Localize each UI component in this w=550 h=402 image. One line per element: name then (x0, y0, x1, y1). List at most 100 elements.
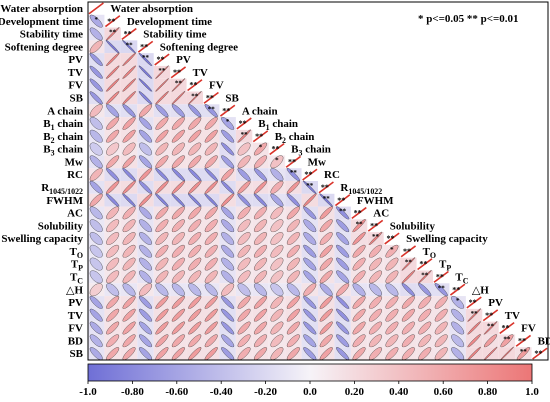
correlation-ellipse (286, 206, 300, 220)
diagonal-significance: ** (272, 145, 280, 154)
correlation-ellipse (122, 219, 136, 233)
correlation-ellipse (89, 65, 103, 79)
significance-mark: * (390, 246, 394, 254)
correlation-ellipse (155, 116, 169, 130)
significance-mark: ** (503, 335, 511, 343)
row-label: FV (68, 80, 83, 92)
correlation-ellipse (155, 308, 169, 322)
correlation-ellipse (254, 244, 267, 258)
row-label: FV (68, 323, 83, 335)
correlation-ellipse (319, 232, 333, 246)
correlation-ellipse (254, 283, 267, 297)
correlation-ellipse (270, 232, 284, 246)
correlation-ellipse (434, 321, 448, 335)
diagonal-mark (269, 143, 285, 156)
significance-mark: * (259, 144, 263, 152)
correlation-ellipse (237, 155, 251, 169)
colorbar-tick-label: 0.80 (478, 386, 498, 398)
row-label: TC (70, 271, 83, 285)
diagonal-label: PV (176, 54, 191, 66)
correlation-ellipse (385, 295, 399, 309)
correlation-ellipse (89, 206, 103, 220)
correlation-ellipse (106, 270, 120, 284)
correlation-ellipse (139, 129, 152, 143)
correlation-ellipse (171, 104, 185, 118)
correlation-ellipse (89, 257, 103, 271)
correlation-ellipse (122, 155, 136, 169)
plot-frame (87, 1, 549, 361)
row-label: Water absorption (0, 3, 83, 15)
correlation-ellipse (106, 295, 120, 309)
diagonal-significance: ** (419, 260, 427, 269)
diagonal-significance: ** (502, 324, 510, 333)
diagonal-mark (252, 130, 269, 143)
correlation-ellipse (352, 270, 366, 284)
significance-mark: ** (290, 169, 298, 177)
diagonal-label: FV (209, 80, 224, 92)
significance-mark: ** (191, 93, 199, 101)
correlation-ellipse (106, 168, 120, 182)
correlation-ellipse (188, 283, 202, 297)
row-label: Development time (0, 16, 83, 28)
row-label: A chain (47, 105, 83, 117)
significance-mark: ** (306, 182, 314, 190)
correlation-ellipse (188, 129, 202, 143)
correlation-ellipse (89, 219, 103, 233)
correlation-ellipse (352, 308, 366, 322)
diagonal-label: RC (324, 169, 340, 181)
correlation-ellipse (139, 104, 152, 118)
diagonal-label: AC (373, 208, 389, 220)
correlation-ellipse (237, 219, 251, 233)
diagonal-label: Swelling capacity (406, 233, 488, 245)
correlation-ellipse (139, 206, 152, 220)
correlation-ellipse (171, 321, 185, 335)
diagonal-label: Development time (127, 16, 212, 28)
diagonal-mark (137, 40, 154, 53)
diagonal-label: B3 chain (291, 144, 331, 158)
correlation-ellipse (89, 129, 103, 143)
diagonal-mark (88, 2, 104, 15)
correlation-matrix: ****************************************… (88, 2, 548, 361)
correlation-ellipse (286, 232, 300, 246)
correlation-ellipse (221, 244, 235, 258)
correlation-ellipse (237, 321, 251, 335)
correlation-ellipse (89, 168, 103, 182)
diagonal-mark (219, 104, 236, 117)
diagonal-significance: ** (485, 311, 493, 320)
row-label: R1045/1022 (41, 182, 83, 196)
correlation-ellipse (270, 168, 284, 182)
correlation-ellipse (89, 116, 103, 130)
correlation-ellipse (385, 270, 399, 284)
correlation-ellipse (254, 206, 267, 220)
correlation-ellipse (106, 116, 120, 130)
correlation-ellipse (286, 308, 300, 322)
correlation-ellipse (204, 308, 218, 322)
correlation-ellipse (418, 334, 432, 348)
correlation-ellipse (237, 308, 251, 322)
correlation-ellipse (336, 283, 350, 297)
correlation-ellipse (89, 244, 103, 258)
correlation-ellipse (254, 334, 267, 348)
diagonal-significance: ** (387, 234, 395, 243)
correlation-ellipse (270, 180, 284, 194)
diagonal-mark (203, 91, 219, 104)
correlation-ellipse (122, 334, 136, 348)
correlation-ellipse (89, 155, 103, 169)
correlation-ellipse (237, 142, 251, 156)
correlation-ellipse (336, 257, 350, 271)
correlation-ellipse (122, 232, 136, 246)
diagonal-label: FWHM (357, 195, 394, 207)
diagonal-label: TV (505, 310, 520, 322)
correlation-ellipse (89, 295, 103, 309)
correlation-ellipse (204, 244, 218, 258)
diagonal-label: TC (455, 271, 468, 285)
correlation-ellipse (171, 219, 185, 233)
correlation-ellipse (155, 334, 169, 348)
colorbar-tick-label: -1.0 (79, 386, 97, 398)
correlation-ellipse (352, 283, 366, 297)
correlation-ellipse (171, 244, 185, 258)
correlation-ellipse (188, 244, 202, 258)
correlation-ellipse (89, 193, 103, 207)
diagonal-mark (318, 181, 334, 194)
